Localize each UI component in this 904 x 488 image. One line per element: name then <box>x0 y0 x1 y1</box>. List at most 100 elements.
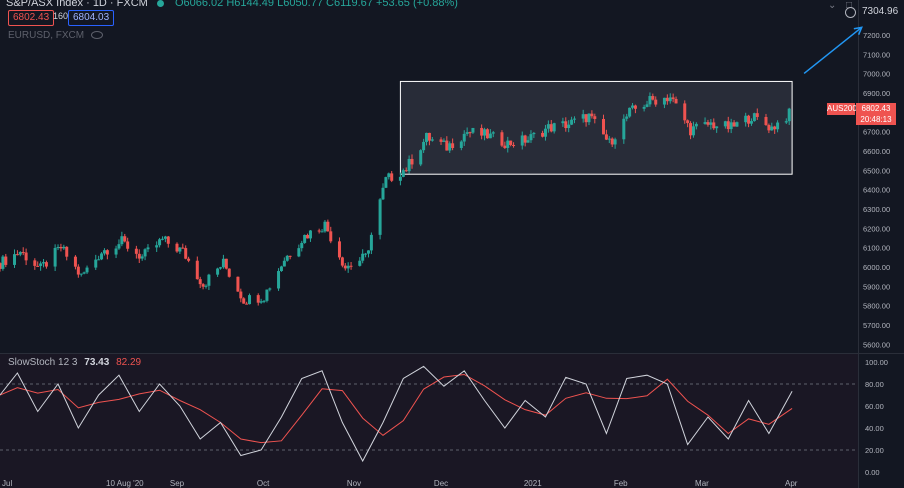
candle-body <box>465 132 469 134</box>
price-axis-tick: 6500.00 <box>863 166 890 175</box>
candle-body <box>723 121 727 127</box>
candle-body <box>15 254 19 256</box>
candle-body <box>187 258 191 261</box>
stoch-axis-tick: 60.00 <box>865 402 884 411</box>
candle-body <box>79 273 83 275</box>
candle-body <box>94 259 98 268</box>
candle-body <box>44 262 48 267</box>
maximize-icon[interactable]: □ <box>846 0 853 11</box>
candle-body <box>552 123 556 132</box>
candle-body <box>503 145 507 148</box>
last-price-value: 6802.43 <box>861 104 891 113</box>
price-axis-tick: 7100.00 <box>863 50 890 59</box>
candle-body <box>561 121 565 124</box>
candle-body <box>123 236 127 242</box>
stoch-axis-tick: 100.00 <box>865 358 888 367</box>
candle-body <box>317 230 321 232</box>
price-axis-tick: 6400.00 <box>863 186 890 195</box>
candle-body <box>265 289 269 301</box>
indicator-legend[interactable]: SlowStoch 12 3 73.43 82.29 <box>8 357 141 368</box>
candle-body <box>445 140 449 151</box>
candle-body <box>97 259 101 261</box>
candle-body <box>146 247 150 250</box>
candle-body <box>62 246 66 249</box>
d-value: 82.29 <box>116 357 142 368</box>
candle-body <box>366 250 370 254</box>
time-axis-tick: Nov <box>347 479 361 488</box>
candle-body <box>442 140 446 142</box>
candle-body <box>100 253 104 260</box>
candle-body <box>483 129 487 136</box>
candle-body <box>216 268 220 275</box>
candle-body <box>729 122 733 130</box>
candle-body <box>300 242 304 249</box>
candle-body <box>642 106 646 109</box>
candle-body <box>590 113 594 117</box>
candle-body <box>361 253 365 261</box>
candle-body <box>451 143 455 148</box>
clock-icon[interactable] <box>845 7 856 18</box>
candle-body <box>36 265 40 267</box>
stoch-axis-tick: 20.00 <box>865 446 884 455</box>
candle-body <box>471 127 475 133</box>
sell-price-button[interactable]: 6802.43 <box>8 10 55 26</box>
candle-body <box>523 135 527 143</box>
candle-body <box>422 141 426 151</box>
candle-body <box>732 122 736 127</box>
candle-body <box>459 141 463 148</box>
candle-body <box>248 295 252 305</box>
candle-body <box>105 250 109 255</box>
candle-body <box>407 158 411 172</box>
candle-body <box>184 248 188 259</box>
projection-arrow-head <box>853 26 863 35</box>
candle-body <box>631 105 635 108</box>
candle-body <box>430 139 434 141</box>
candle-body <box>166 236 170 244</box>
symbol-title[interactable]: S&P/ASX Index · 1D · FXCM <box>6 0 148 9</box>
time-axis-tick: Sep <box>170 479 185 488</box>
time-axis-tick: Apr <box>785 479 798 488</box>
buy-price-button[interactable]: 6804.03 <box>68 10 115 26</box>
symbol-header[interactable]: S&P/ASX Index · 1D · FXCM O6066.02 H6144… <box>6 0 458 9</box>
candle-body <box>390 173 394 181</box>
time-axis-tick: Feb <box>614 479 628 488</box>
candle-body <box>239 291 243 299</box>
candle-body <box>654 99 658 105</box>
candle-body <box>671 97 675 99</box>
candle-body <box>564 121 568 129</box>
candle-body <box>303 234 307 243</box>
eye-icon[interactable] <box>90 31 103 40</box>
price-axis-tick: 5700.00 <box>863 321 890 330</box>
candle-body <box>712 122 716 129</box>
candle-body <box>1 256 5 269</box>
candle-body <box>462 133 466 142</box>
price-axis-tick: 6900.00 <box>863 89 890 98</box>
spread-value: 160 <box>53 11 69 21</box>
candle-body <box>607 138 611 140</box>
candle-body <box>581 114 585 119</box>
candle-body <box>735 122 739 127</box>
candle-body <box>512 144 516 146</box>
candle-body <box>73 256 77 267</box>
candle-body <box>509 140 513 145</box>
candle-body <box>33 260 37 266</box>
price-axis-tick: 6600.00 <box>863 147 890 156</box>
candle-body <box>398 176 402 181</box>
compare-symbol-legend[interactable]: EURUSD, FXCM <box>8 30 103 41</box>
candle-body <box>439 139 443 142</box>
chevron-up-icon[interactable]: ⌄ <box>828 0 837 11</box>
candle-body <box>526 140 530 143</box>
candle-body <box>651 96 655 100</box>
candle-body <box>520 135 524 146</box>
stoch-axis-tick: 0.00 <box>865 468 880 477</box>
candle-body <box>59 247 63 249</box>
candle-body <box>485 129 489 139</box>
candle-body <box>137 253 141 259</box>
candle-body <box>85 267 89 273</box>
candle-body <box>282 260 286 267</box>
candle-body <box>277 271 281 289</box>
time-axis-tick: Mar <box>695 479 709 488</box>
candle-body <box>221 258 225 268</box>
candle-body <box>65 246 69 257</box>
